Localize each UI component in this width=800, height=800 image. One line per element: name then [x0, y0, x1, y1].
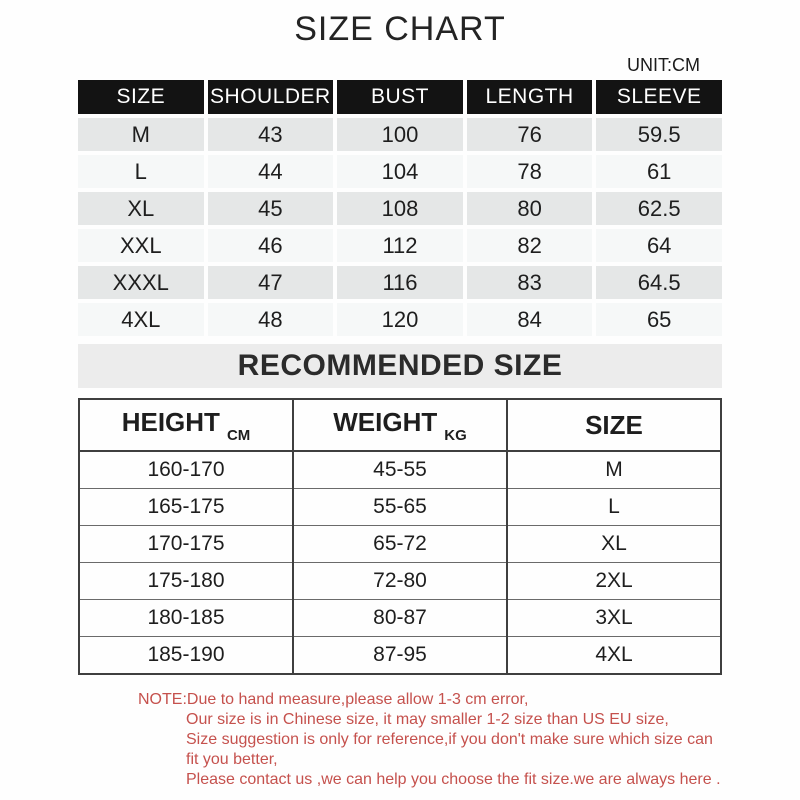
size-table-cell: 80 — [466, 192, 593, 225]
recommended-row: 180-185 80-87 3XL — [78, 599, 722, 637]
size-table-cell: 78 — [466, 155, 593, 188]
recommended-cell: 3XL — [506, 599, 722, 637]
size-table-cell: 64.5 — [596, 266, 722, 299]
note-line: Please contact us ,we can help you choos… — [186, 771, 721, 788]
recommended-header-unit: CM — [226, 426, 251, 444]
note-line: Our size is in Chinese size, it may smal… — [186, 711, 669, 728]
recommended-header-row: HEIGHT CM WEIGHT KG SIZE — [78, 398, 722, 452]
size-table-cell: 112 — [337, 229, 463, 262]
note-line: NOTE:Due to hand measure,please allow 1-… — [138, 691, 529, 708]
size-table: SIZE SHOULDER BUST LENGTH SLEEVE M 43 100 76 59.5… — [78, 80, 722, 336]
recommended-table: HEIGHT CM WEIGHT KG SIZE 160-170 45-55 M 165-17… — [78, 398, 722, 675]
size-table-header-cell: LENGTH — [466, 80, 593, 114]
recommended-cell: 87-95 — [292, 636, 508, 675]
size-table-cell: 104 — [337, 155, 463, 188]
size-table-cell: 4XL — [78, 303, 204, 336]
size-table-cell: 120 — [337, 303, 463, 336]
size-table-cell: XXXL — [78, 266, 204, 299]
size-table-cell: 61 — [596, 155, 722, 188]
note-section: NOTE:Due to hand measure,please allow 1-… — [138, 690, 722, 790]
recommended-cell: 185-190 — [78, 636, 294, 675]
recommended-row: 170-175 65-72 XL — [78, 525, 722, 563]
size-table-cell: 65 — [596, 303, 722, 336]
size-table-cell: XL — [78, 192, 204, 225]
size-table-cell: 76 — [466, 118, 593, 151]
size-table-cell: 45 — [207, 192, 334, 225]
recommended-cell: L — [506, 488, 722, 526]
recommended-row: 175-180 72-80 2XL — [78, 562, 722, 600]
recommended-cell: 175-180 — [78, 562, 294, 600]
size-table-cell: 83 — [466, 266, 593, 299]
size-table-cell: 62.5 — [596, 192, 722, 225]
recommended-cell: 180-185 — [78, 599, 294, 637]
recommended-row: 160-170 45-55 M — [78, 450, 722, 489]
size-table-cell: M — [78, 118, 204, 151]
recommended-header-unit: KG — [444, 426, 467, 444]
recommended-header-label: SIZE — [585, 409, 643, 440]
recommended-size-title: RECOMMENDED SIZE — [78, 344, 722, 388]
recommended-cell: 72-80 — [292, 562, 508, 600]
size-table-cell: 44 — [207, 155, 334, 188]
recommended-cell: 4XL — [506, 636, 722, 675]
recommended-header-label: HEIGHT — [121, 406, 220, 437]
size-table-cell: 46 — [207, 229, 334, 262]
size-table-cell: 64 — [596, 229, 722, 262]
size-table-cell: 82 — [466, 229, 593, 262]
size-table-cell: 108 — [337, 192, 463, 225]
recommended-header-cell: SIZE — [506, 398, 722, 452]
note-line: Size suggestion is only for reference,if… — [186, 731, 713, 768]
recommended-cell: 55-65 — [292, 488, 508, 526]
recommended-cell: 80-87 — [292, 599, 508, 637]
size-table-header-cell: SLEEVE — [596, 80, 722, 114]
recommended-header-cell: WEIGHT KG — [292, 398, 508, 452]
recommended-cell: 160-170 — [78, 450, 294, 489]
size-table-header-cell: BUST — [337, 80, 463, 114]
size-table-header-cell: SHOULDER — [207, 80, 334, 114]
size-table-cell: 116 — [337, 266, 463, 299]
recommended-cell: 45-55 — [292, 450, 508, 489]
size-table-cell: L — [78, 155, 204, 188]
unit-label: UNIT:CM — [627, 55, 700, 75]
recommended-header-label: WEIGHT — [333, 406, 438, 437]
recommended-row: 165-175 55-65 L — [78, 488, 722, 526]
size-table-cell: 48 — [207, 303, 334, 336]
content-area: UNIT:CM SIZE SHOULDER BUST LENGTH SLEEVE M 43 1… — [78, 54, 722, 790]
size-table-cell: 84 — [466, 303, 593, 336]
size-table-cell: 43 — [207, 118, 334, 151]
size-table-cell: 59.5 — [596, 118, 722, 151]
size-table-cell: XXL — [78, 229, 204, 262]
recommended-cell: 2XL — [506, 562, 722, 600]
recommended-cell: 65-72 — [292, 525, 508, 563]
recommended-cell: 165-175 — [78, 488, 294, 526]
size-table-cell: 100 — [337, 118, 463, 151]
recommended-cell: XL — [506, 525, 722, 563]
size-table-cell: 47 — [207, 266, 334, 299]
size-table-header-cell: SIZE — [78, 80, 204, 114]
recommended-cell: M — [506, 450, 722, 489]
recommended-row: 185-190 87-95 4XL — [78, 636, 722, 675]
recommended-cell: 170-175 — [78, 525, 294, 563]
recommended-header-cell: HEIGHT CM — [78, 398, 294, 452]
page-title: SIZE CHART — [294, 10, 506, 48]
